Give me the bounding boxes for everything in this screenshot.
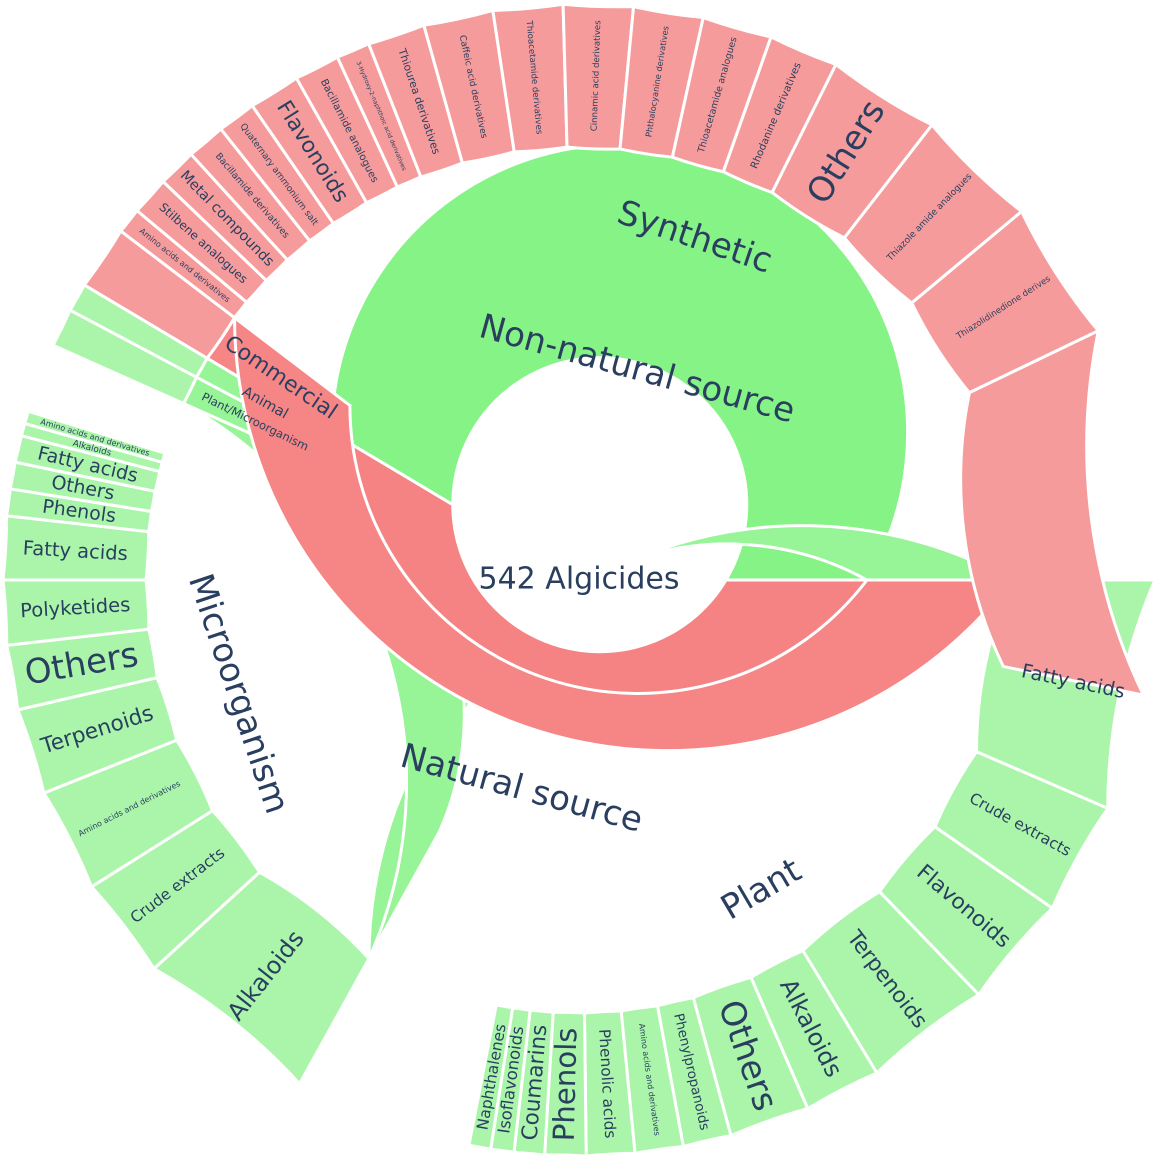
segment-synthetic-segment-18[interactable]	[959, 328, 1147, 698]
segment-non-natural-source-synthetic-1[interactable]	[233, 314, 1016, 753]
label-natural-source-plant-0: Plant	[714, 850, 808, 928]
segment-plant-naphthalenes-12[interactable]	[467, 1003, 515, 1151]
label-synthetic-cinnamic-acid-derivatives-11: Cinnamic acid derivatives	[590, 20, 604, 132]
label-plant-phenols-9: Phenols	[547, 1027, 584, 1142]
center-label: 542 Algicides	[479, 562, 680, 597]
segment-natural-source-plant-0[interactable]	[367, 524, 1018, 965]
segment-natural-source-0[interactable]	[330, 142, 910, 582]
segment-microorganism-amino-acids-and-derivatives-11[interactable]	[22, 409, 167, 465]
